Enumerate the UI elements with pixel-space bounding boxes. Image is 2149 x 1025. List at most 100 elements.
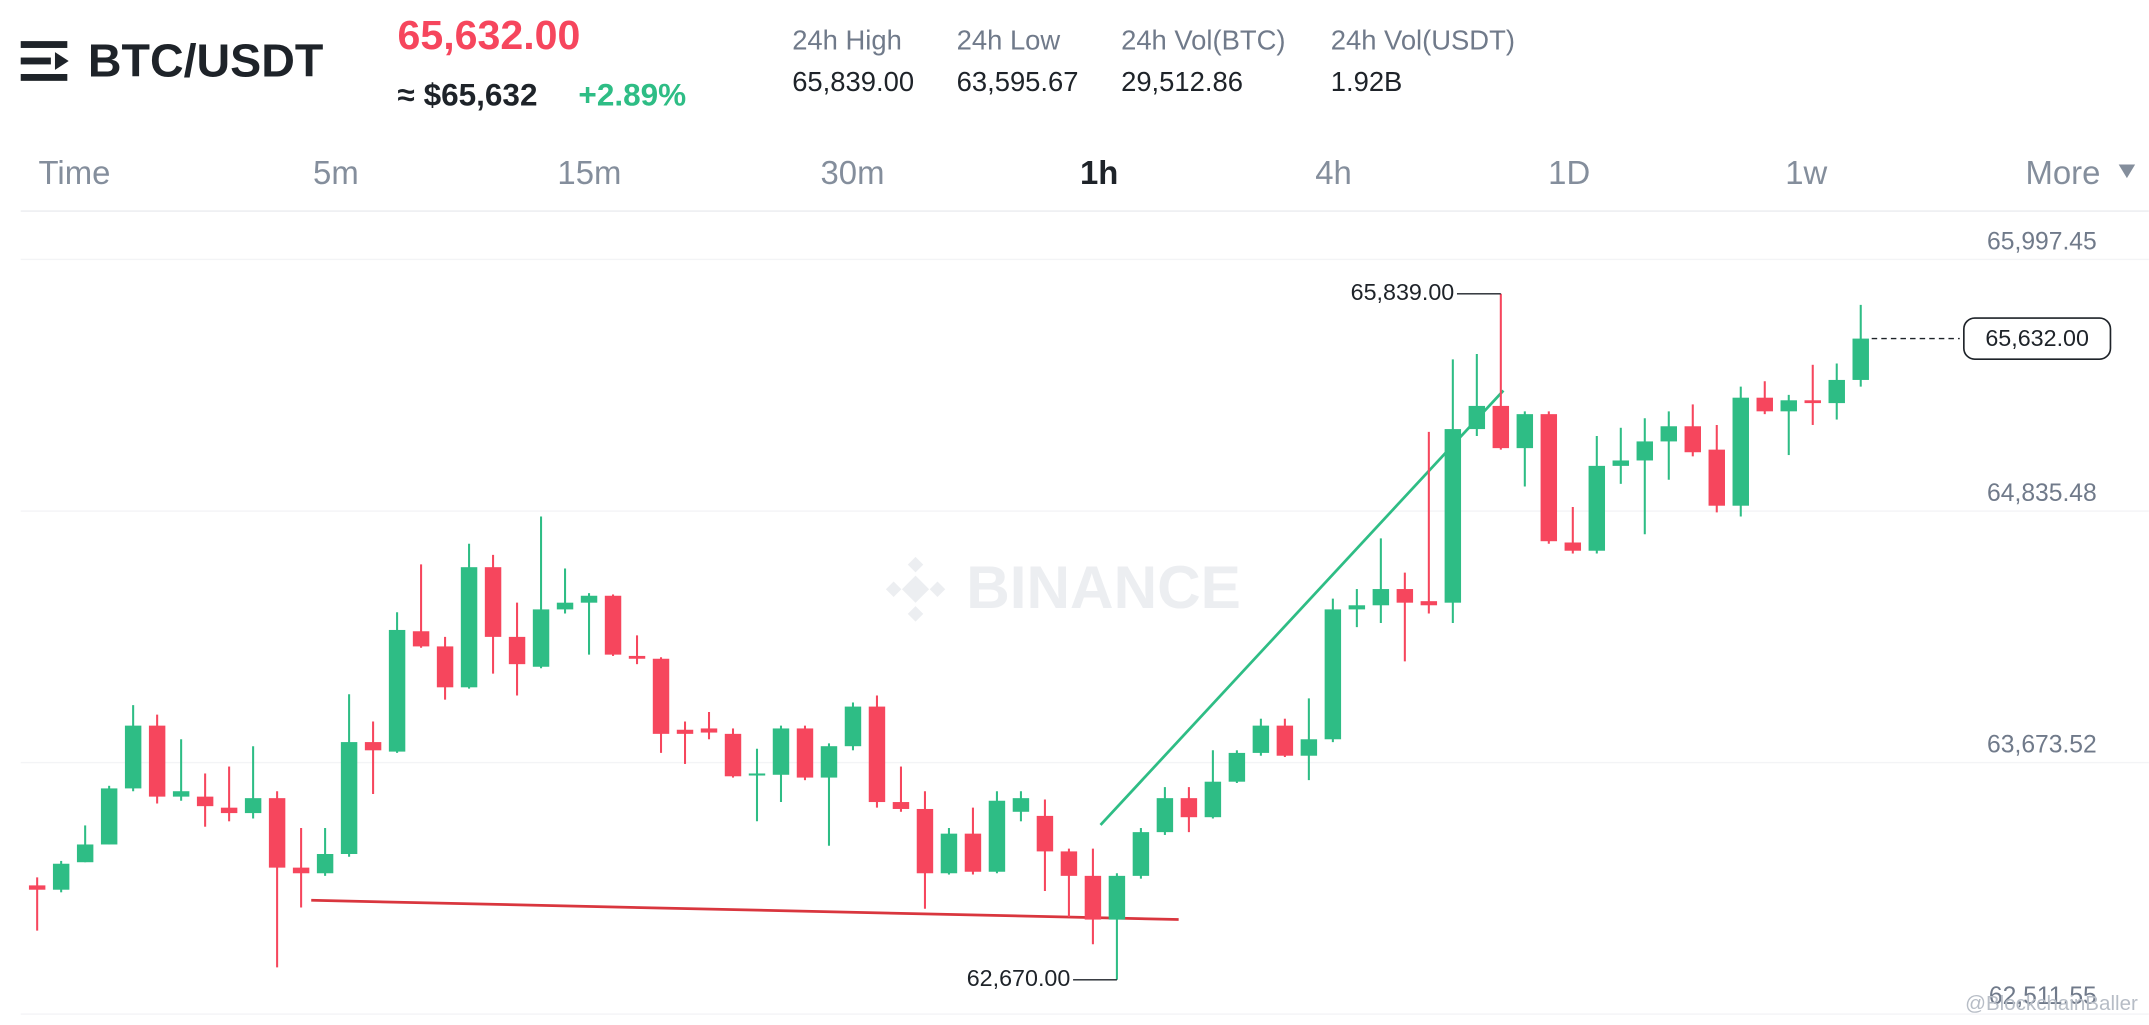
candle-body (1516, 414, 1534, 449)
candle-body (1684, 426, 1701, 453)
price-change: +2.89% (578, 77, 686, 113)
stat-value: 29,512.86 (1121, 66, 1243, 97)
candle-body (1276, 725, 1294, 756)
candle-body (844, 706, 862, 747)
candle-body (628, 655, 646, 659)
credit: @BlockchainBaller (1965, 992, 2138, 1015)
last-price-box (1963, 317, 2112, 360)
menu-bar (20, 57, 51, 65)
candle-body (244, 798, 262, 814)
annotation-label: 65,839.00 (1351, 279, 1455, 305)
candle-body (1660, 426, 1678, 442)
candle-body (1252, 725, 1270, 753)
candle-body (508, 636, 526, 665)
annotation-label: 62,670.00 (967, 965, 1071, 991)
candle-body (172, 791, 190, 797)
candle-body (388, 629, 406, 752)
timeframe-tabs: Time 5m 15m 30m 1h 4h 1D 1w More (39, 154, 2136, 191)
stat-label: 24h Vol(USDT) (1331, 25, 1515, 56)
candle-body (940, 833, 958, 874)
dropdown-arrow[interactable] (2118, 164, 2136, 179)
candle-body (1444, 429, 1462, 603)
candle-body (1804, 400, 1821, 404)
stat-value: 1.92B (1331, 66, 1403, 97)
y-tick-label: 64,835.48 (1987, 480, 2097, 507)
trend-line[interactable] (1099, 389, 1505, 826)
candle-body (52, 863, 70, 890)
candle-body (1084, 875, 1102, 920)
candle-body (916, 808, 934, 874)
grid: 65,997.45 64,835.48 63,673.52 62,511.55 (20, 229, 2149, 1015)
candle-body (820, 746, 838, 778)
candle-body (556, 602, 574, 610)
candle-body (100, 788, 118, 845)
candle-body (532, 609, 550, 667)
symbol[interactable]: BTC/USDT (88, 35, 323, 87)
candle-body (148, 725, 166, 797)
candle-body (1036, 815, 1054, 852)
candle-body (1132, 832, 1150, 876)
tab[interactable]: 1w (1785, 154, 1827, 191)
last-price-label: 65,632.00 (1985, 325, 2089, 351)
candle-body (1636, 441, 1654, 461)
usd-price: ≈ $65,632 (398, 77, 538, 113)
candle-body (1372, 589, 1390, 606)
candle-body (316, 853, 334, 874)
tab[interactable]: 1h (1080, 154, 1118, 191)
candle-body (1348, 605, 1366, 610)
candle-body (1180, 798, 1198, 818)
stat-label: 24h Low (957, 25, 1061, 56)
stats: 24h High 65,839.00 24h Low 63,595.67 24h Vol… (792, 25, 1515, 97)
menu-arrow (54, 52, 69, 70)
candle-body (1156, 798, 1174, 833)
candle-body (340, 742, 358, 854)
y-tick-label: 62,511.55 (1989, 983, 2097, 1010)
candle-body (748, 773, 766, 776)
candles (28, 293, 1869, 980)
candle-body (1588, 465, 1606, 551)
candle-body (364, 742, 382, 751)
candle-body (988, 800, 1006, 872)
menu-icon[interactable] (20, 41, 69, 81)
watermark-text: BINANCE (966, 553, 1241, 621)
candle-body (676, 729, 694, 734)
candle-body (1108, 875, 1126, 920)
tab[interactable]: 4h (1315, 154, 1352, 191)
y-tick-label: 65,997.45 (1987, 229, 2097, 256)
candle-body (196, 796, 214, 807)
stat-label: 24h High (792, 25, 902, 56)
candle-body (1228, 752, 1246, 782)
candle-body (1732, 397, 1749, 506)
candle-body (724, 733, 742, 777)
menu-bar (20, 73, 68, 81)
stat-value: 65,839.00 (792, 66, 914, 97)
candle-body (1060, 851, 1078, 876)
candle-body (28, 885, 46, 890)
candle-body (964, 833, 982, 872)
candle-body (1780, 400, 1797, 412)
candle-body (412, 631, 430, 647)
candle-body (292, 867, 310, 874)
candle-body (1468, 405, 1486, 430)
candle-body (1540, 414, 1558, 542)
candle-body (1564, 542, 1582, 551)
candle-body (1828, 379, 1845, 404)
candle-body (1612, 460, 1630, 466)
tab[interactable]: More (2026, 154, 2101, 191)
candle-body (1300, 739, 1318, 756)
tab[interactable]: 15m (557, 154, 621, 191)
candle-body (1492, 405, 1510, 449)
candle-body (1324, 609, 1342, 740)
tab[interactable]: 5m (313, 154, 359, 191)
tab[interactable]: 1D (1548, 154, 1590, 191)
tab[interactable]: Time (39, 154, 111, 191)
candle-body (700, 728, 718, 733)
candle-body (1756, 397, 1773, 412)
support-line[interactable] (311, 898, 1179, 921)
candle-body (772, 728, 790, 775)
tab[interactable]: 30m (821, 154, 885, 191)
candle-body (1852, 338, 1869, 380)
candle-body (1012, 798, 1030, 812)
candle-body (268, 798, 286, 868)
